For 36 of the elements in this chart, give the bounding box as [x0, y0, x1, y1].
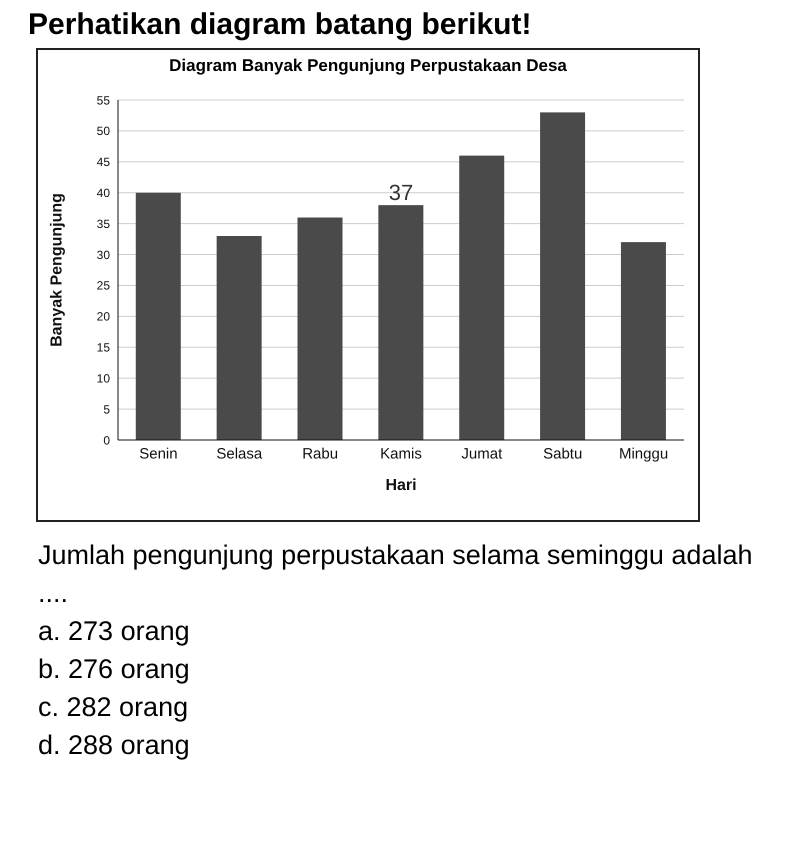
text: d. 288 orang: [38, 729, 191, 762]
bar: [540, 112, 586, 440]
x-tick-label: Senin: [139, 446, 178, 463]
y-tick-label: 35: [96, 216, 110, 231]
x-tick-label: Jumat: [461, 446, 504, 463]
x-tick-label: Selasa: [216, 446, 263, 463]
x-tick-label: Minggu: [618, 446, 668, 463]
text: Jumlah pengunjung perpustakaan selama seminggu adalah ....: [38, 539, 754, 610]
y-tick-label: 20: [96, 310, 110, 324]
text: b. 276 orang: [38, 653, 191, 686]
y-tick-label: 40: [96, 186, 110, 200]
bar: [459, 156, 504, 440]
text: Perhatikan diagram batang berikut!: [28, 8, 532, 42]
bar: [216, 236, 262, 440]
text: a. 273 orang: [38, 615, 191, 648]
text: c. 282 orang: [38, 691, 190, 724]
bar: [136, 192, 181, 440]
y-tick-label: 0: [103, 433, 110, 448]
bar: [620, 242, 666, 440]
x-tick-label: Sabtu: [543, 446, 582, 463]
annotation: 37: [388, 180, 414, 206]
y-tick-label: 10: [96, 371, 110, 386]
bar: [378, 205, 424, 440]
y-tick-label: 15: [96, 340, 110, 355]
y-axis-title: Banyak Pengunjung: [48, 193, 66, 347]
x-tick-label: Kamis: [380, 446, 422, 463]
y-tick-label: 25: [96, 278, 110, 293]
bar: [298, 217, 343, 440]
y-tick-label: 5: [103, 402, 110, 416]
y-tick-label: 55: [96, 93, 110, 108]
x-tick-label: Rabu: [302, 446, 338, 463]
x-axis-title: Hari: [385, 477, 417, 494]
y-tick-label: 50: [96, 124, 110, 138]
chart-title: Diagram Banyak Pengunjung Perpustakaan Desa: [168, 56, 568, 76]
y-tick-label: 45: [96, 155, 110, 170]
y-tick-label: 30: [96, 248, 110, 262]
